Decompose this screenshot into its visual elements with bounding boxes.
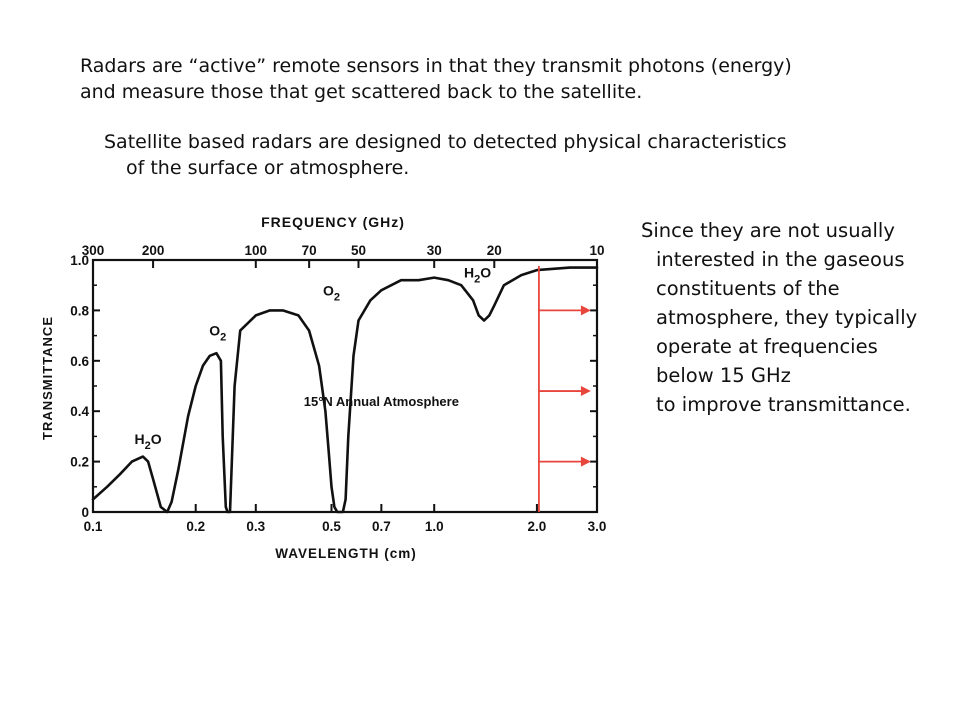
top-tick-label: 30 bbox=[427, 243, 442, 258]
y-tick-label: 0.8 bbox=[70, 303, 89, 318]
intro-line-1: Radars are “active” remote sensors in th… bbox=[80, 55, 792, 77]
chart-title: FREQUENCY (GHz) bbox=[261, 214, 405, 230]
side-line-7: to improve transmittance. bbox=[656, 393, 911, 416]
side-line-2: interested in the gaseous bbox=[656, 248, 905, 271]
satellite-paragraph: Satellite based radars are designed to d… bbox=[104, 129, 787, 181]
satellite-line-2: of the surface or atmosphere. bbox=[126, 157, 410, 179]
x-tick-label: 3.0 bbox=[588, 519, 607, 534]
intro-paragraph: Radars are “active” remote sensors in th… bbox=[80, 53, 792, 105]
side-line-3: constituents of the bbox=[656, 277, 840, 300]
top-tick-label: 300 bbox=[82, 243, 105, 258]
y-tick-label: 0 bbox=[81, 505, 89, 520]
x-tick-label: 0.7 bbox=[372, 519, 391, 534]
x-tick-label: 2.0 bbox=[528, 519, 547, 534]
curve-annotation: O2 bbox=[323, 282, 340, 303]
curve-annotation: H2O bbox=[464, 265, 491, 286]
side-line-1: Since they are not usually bbox=[641, 219, 895, 242]
x-tick-label: 0.1 bbox=[84, 519, 103, 534]
x-tick-label: 1.0 bbox=[425, 519, 444, 534]
curve-annotation: O2 bbox=[209, 323, 226, 344]
plot-frame bbox=[91, 258, 599, 514]
arrow-head bbox=[580, 456, 591, 467]
transmittance-chart: 0 0.2 0.4 0.6 0.8 1.0 0.1 0.2 0.3 0.5 0.7 1.0 2.0 3.0… bbox=[40, 214, 607, 561]
x-tick-label: 0.5 bbox=[322, 519, 341, 534]
satellite-line-1: Satellite based radars are designed to d… bbox=[104, 131, 787, 153]
y-axis-label: TRANSMITTANCE bbox=[40, 316, 55, 440]
top-tick-label: 100 bbox=[245, 243, 268, 258]
top-tick-label: 10 bbox=[589, 243, 604, 258]
arrow-head bbox=[580, 305, 591, 316]
y-tick-label: 0.4 bbox=[70, 404, 89, 419]
y-tick-label: 1.0 bbox=[70, 253, 89, 268]
x-axis-label: WAVELENGTH (cm) bbox=[275, 546, 417, 561]
side-line-5: operate at frequencies bbox=[656, 335, 878, 358]
side-line-4: atmosphere, they typically bbox=[656, 306, 918, 329]
top-tick-label: 70 bbox=[302, 243, 317, 258]
curve-annotation: H2O bbox=[134, 431, 161, 452]
transmittance-curve bbox=[91, 266, 599, 514]
x-tick-label: 0.2 bbox=[186, 519, 205, 534]
top-tick-label: 200 bbox=[142, 243, 165, 258]
x-tick-label: 0.3 bbox=[246, 519, 265, 534]
y-tick-label: 0.6 bbox=[70, 354, 89, 369]
side-line-6: below 15 GHz bbox=[656, 364, 791, 387]
y-tick-label: 0.2 bbox=[70, 455, 89, 470]
top-tick-label: 20 bbox=[487, 243, 502, 258]
intro-line-2: and measure those that get scattered bac… bbox=[80, 81, 643, 103]
curve-annotation: 15°N Annual Atmosphere bbox=[304, 394, 459, 409]
arrow-head bbox=[580, 386, 591, 397]
top-tick-label: 50 bbox=[351, 243, 366, 258]
side-note: Since they are not usually interested in… bbox=[641, 216, 917, 419]
